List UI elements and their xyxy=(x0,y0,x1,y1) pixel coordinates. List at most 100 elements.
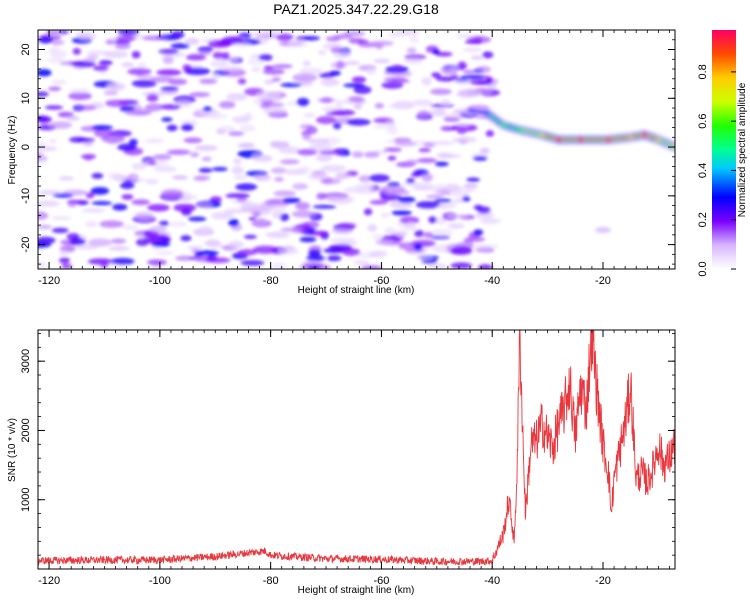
noise-blob xyxy=(278,146,302,154)
signal-ridge-point xyxy=(578,137,583,142)
noise-blob xyxy=(122,224,139,230)
noise-blob xyxy=(485,130,495,137)
noise-blob xyxy=(160,86,179,91)
noise-blob xyxy=(141,91,165,97)
signal-ridge-segment xyxy=(643,134,660,141)
noise-blob xyxy=(316,116,337,125)
noise-blob xyxy=(351,76,367,83)
noise-blob xyxy=(433,187,441,196)
noise-blob xyxy=(470,55,484,60)
noise-blob xyxy=(406,178,416,184)
noise-blob xyxy=(266,199,281,204)
noise-blob xyxy=(421,77,432,86)
noise-blob xyxy=(282,197,301,204)
noise-blob xyxy=(299,67,323,75)
noise-blob xyxy=(145,179,159,185)
noise-blob xyxy=(405,159,418,165)
noise-blob xyxy=(169,221,187,227)
x-tick-label: -120 xyxy=(38,275,60,287)
y-tick-label: 10 xyxy=(20,92,32,104)
noise-blob xyxy=(184,38,200,45)
top-plot-frame xyxy=(37,29,676,270)
noise-blob xyxy=(103,90,119,96)
noise-blob xyxy=(414,230,424,237)
noise-blob xyxy=(235,183,258,191)
noise-blob xyxy=(454,198,465,203)
noise-blob xyxy=(473,229,484,236)
noise-blob xyxy=(348,96,364,103)
noise-blob xyxy=(387,155,397,161)
signal-ridge-segment xyxy=(541,134,560,141)
noise-blob xyxy=(272,210,282,219)
noise-blob xyxy=(233,175,248,180)
noise-blob xyxy=(325,111,346,116)
noise-blob xyxy=(410,172,422,177)
noise-blob xyxy=(308,249,321,257)
noise-blob xyxy=(185,54,206,61)
noise-blob xyxy=(456,33,472,39)
noise-blob xyxy=(279,159,300,165)
noise-blob xyxy=(322,137,341,145)
noise-blob xyxy=(116,35,136,42)
noise-blob xyxy=(98,59,113,66)
noise-blob xyxy=(91,172,104,179)
noise-blob xyxy=(185,245,205,250)
x-tick-label: -60 xyxy=(373,575,389,587)
noise-blob xyxy=(303,36,320,41)
noise-blob xyxy=(106,83,122,89)
noise-blob xyxy=(480,218,502,224)
noise-blob xyxy=(38,142,47,147)
noise-blob xyxy=(121,62,135,68)
noise-blob xyxy=(59,176,74,181)
noise-blob xyxy=(431,72,442,78)
noise-blob xyxy=(212,167,228,172)
noise-blob xyxy=(384,227,396,235)
noise-blob xyxy=(194,145,218,151)
noise-blob xyxy=(446,213,469,219)
noise-blob xyxy=(330,195,354,204)
x-tick-label: -80 xyxy=(263,275,279,287)
noise-blob xyxy=(322,42,343,51)
noise-blob xyxy=(48,139,57,144)
noise-blob xyxy=(199,225,213,234)
noise-blob xyxy=(69,237,86,246)
noise-blob xyxy=(394,141,417,147)
noise-blob xyxy=(180,235,192,242)
noise-blob xyxy=(291,210,316,218)
noise-blob xyxy=(415,201,441,209)
bottom-y-ticks: 1000 2000 3000 xyxy=(20,333,675,570)
noise-blob xyxy=(473,204,483,211)
signal-ridge-segment xyxy=(502,124,521,131)
noise-blob xyxy=(363,208,373,216)
noise-blob xyxy=(227,208,242,214)
noise-blob xyxy=(131,51,141,59)
noise-blob xyxy=(93,65,109,72)
noise-blob xyxy=(358,175,371,183)
noise-blob xyxy=(335,172,351,180)
noise-blob xyxy=(38,146,58,151)
signal-ridge xyxy=(466,106,675,151)
x-tick-label: -40 xyxy=(484,275,500,287)
noise-blob xyxy=(141,35,168,41)
noise-blob xyxy=(436,204,454,210)
noise-blob xyxy=(61,263,73,269)
noise-blob xyxy=(85,220,98,228)
noise-blob xyxy=(114,42,131,50)
noise-blob xyxy=(137,61,147,70)
noise-blob xyxy=(86,50,111,55)
signal-ridge-segment xyxy=(486,112,504,126)
snr-panel: -120 -100 -80 -60 -40 -20 1000 2000 3000 Height… xyxy=(7,329,676,596)
noise-blob xyxy=(447,222,465,229)
signal-ridge-segment xyxy=(469,109,488,114)
noise-blob xyxy=(243,112,253,121)
noise-blob xyxy=(307,265,321,269)
noise-blob xyxy=(144,138,165,144)
noise-blob xyxy=(49,121,72,129)
x-tick-label: -60 xyxy=(373,275,389,287)
noise-blob xyxy=(218,125,236,132)
noise-blob xyxy=(366,67,377,76)
noise-blob xyxy=(173,203,197,212)
noise-blob xyxy=(391,210,412,216)
colorbar: 0.0 0.2 0.4 0.6 0.8 Normalized spectral ampl… xyxy=(697,30,748,277)
colorbar-label: Normalized spectral amplitude xyxy=(737,82,748,217)
